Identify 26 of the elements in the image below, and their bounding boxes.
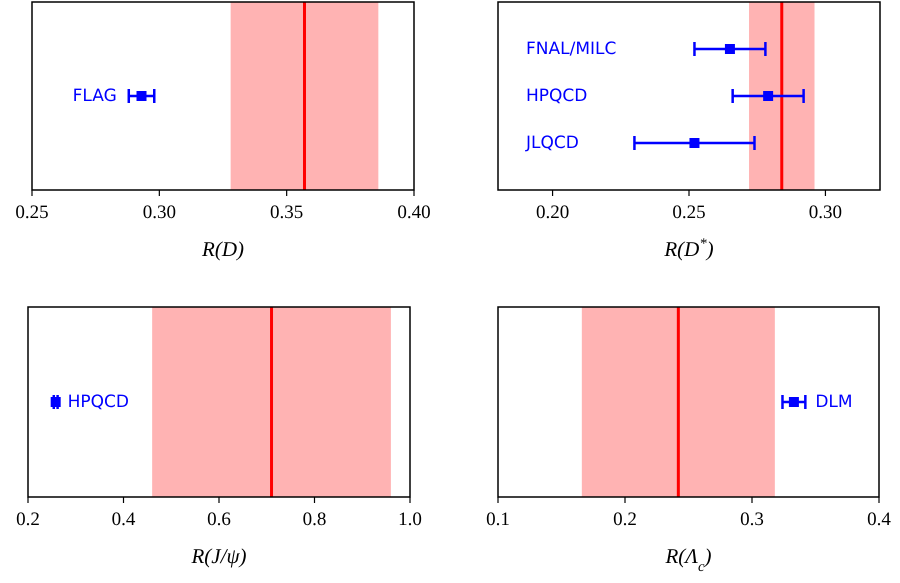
x-tick-label: 0.30 — [142, 202, 176, 223]
x-tick-label: 0.8 — [302, 509, 326, 530]
x-tick-label: 0.30 — [808, 202, 842, 223]
y-tick-label: HPQCD — [526, 86, 588, 106]
y-tick-label: FLAG — [72, 86, 117, 106]
y-tick-label: FNAL/MILC — [526, 39, 616, 59]
x-tick-label: 0.2 — [613, 509, 637, 530]
x-tick-label: 0.1 — [486, 509, 510, 530]
y-tick-label: DLM — [815, 392, 853, 412]
x-tick-label: 0.4 — [867, 509, 892, 530]
x-tick-label: 0.20 — [536, 202, 570, 223]
y-tick-label: HPQCD — [68, 392, 129, 412]
y-tick-label: JLQCD — [525, 133, 579, 153]
x-axis-title: R(J/ψ) — [190, 544, 247, 568]
x-axis-title: R(D$^{*}$) — [663, 236, 714, 261]
x-tick-label: 0.4 — [112, 509, 136, 530]
x-axis-title: R(Λ$_{c}$) — [664, 544, 712, 575]
x-tick-label: 0.40 — [397, 202, 431, 223]
x-tick-label: 0.6 — [207, 509, 231, 530]
x-axis-title: R(D) — [201, 237, 244, 261]
x-tick-label: 0.35 — [270, 202, 304, 223]
x-tick-label: 1.0 — [398, 509, 422, 530]
x-tick-label: 0.25 — [672, 202, 706, 223]
x-tick-label: 0.2 — [16, 509, 40, 530]
x-tick-label: 0.3 — [740, 509, 764, 530]
x-tick-label: 0.25 — [15, 202, 49, 223]
